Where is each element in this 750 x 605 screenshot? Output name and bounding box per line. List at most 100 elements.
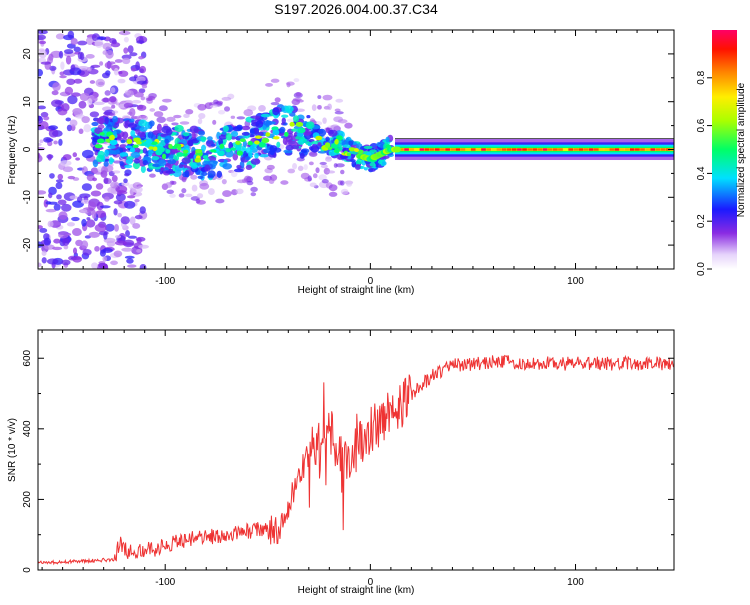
heatmap-cell [80, 199, 91, 204]
heatmap-cell [276, 141, 281, 148]
heatmap-cell [131, 99, 142, 104]
heatmap-cell [116, 191, 122, 196]
heatmap-cell [123, 178, 128, 184]
heatmap-cell [279, 126, 286, 134]
heatmap-cell [111, 110, 119, 114]
heatmap-cell [119, 152, 129, 157]
heatmap-cell [124, 123, 130, 129]
heatmap-cell [113, 160, 122, 164]
heatmap-cell [258, 141, 266, 148]
heatmap-cell [317, 95, 322, 100]
heatmap-cell [78, 100, 87, 109]
heatmap-cell [315, 167, 320, 174]
heatmap-cell [177, 145, 182, 151]
heatmap-cell [404, 148, 409, 151]
heatmap-cell [319, 161, 327, 166]
heatmap-cell [209, 104, 218, 108]
heatmap-cell [259, 153, 270, 158]
snr-ytick-label: 600 [22, 349, 33, 366]
heatmap-cell [311, 143, 318, 150]
heatmap-cell [132, 223, 141, 229]
heatmap-cell [69, 195, 78, 200]
heatmap-cell [470, 148, 476, 151]
heatmap-cell [39, 40, 47, 45]
heatmap-cell [83, 124, 92, 133]
heatmap-cell [43, 237, 52, 246]
heatmap-cell [450, 148, 456, 151]
heatmap-cell [109, 112, 116, 117]
heatmap-cell [98, 36, 107, 41]
heatmap-cell [86, 217, 91, 221]
heatmap-cell [269, 147, 276, 156]
heatmap-cell [65, 117, 72, 122]
heatmap-cell [166, 116, 176, 122]
heatmap-cell [38, 190, 47, 195]
heatmap-cell [158, 159, 167, 167]
heatmap-frame [37, 29, 675, 270]
heatmap-cell [95, 183, 104, 190]
heatmap-cell [61, 203, 72, 212]
heatmap-cell [197, 118, 203, 125]
heatmap-cell [61, 103, 70, 112]
heatmap-cell [501, 148, 507, 151]
heatmap-cell [126, 138, 133, 145]
heatmap-cell [106, 240, 116, 247]
heatmap-cell [89, 111, 100, 118]
heatmap-cell [270, 78, 280, 83]
heatmap-cell [110, 42, 121, 48]
heatmap-cell [221, 179, 227, 185]
heatmap-cell [94, 39, 104, 48]
heatmap-cell [107, 145, 116, 149]
heatmap-cell [568, 148, 574, 151]
heatmap-cell [94, 127, 103, 135]
heatmap-cell [79, 92, 90, 102]
heatmap-cell [330, 124, 340, 130]
heatmap-cell [57, 173, 64, 180]
heatmap-cell [309, 182, 317, 188]
heatmap-cell [434, 148, 440, 151]
heatmap-cell [266, 164, 275, 170]
heatmap-cell [381, 161, 387, 166]
heatmap-cell [123, 36, 129, 43]
heatmap-cell [288, 140, 298, 146]
heatmap-cell [272, 129, 280, 136]
heatmap-cell [79, 193, 91, 199]
heatmap-cell [455, 148, 461, 151]
heatmap-cell [75, 157, 81, 161]
heatmap-cell [173, 155, 180, 161]
heatmap-cell [182, 149, 189, 154]
heatmap-cell [123, 47, 129, 54]
heatmap-cell [125, 145, 133, 149]
heatmap-cell [233, 168, 244, 173]
heatmap-cell [59, 75, 67, 79]
heatmap-cell [573, 148, 579, 151]
heatmap-cell [41, 257, 47, 264]
heatmap-cell [135, 76, 146, 83]
heatmap-cell [166, 189, 175, 195]
heatmap-cell [62, 238, 70, 246]
heatmap-cell [58, 138, 63, 146]
heatmap-cell [69, 119, 78, 127]
heatmap-cell [281, 117, 286, 124]
heatmap-cell [181, 157, 191, 164]
heatmap-cell [129, 187, 134, 196]
heatmap-cell [419, 148, 425, 151]
heatmap-cell [119, 144, 127, 149]
heatmap-cell [72, 255, 83, 263]
heatmap-cell [599, 148, 604, 151]
heatmap-cell [158, 105, 168, 112]
heatmap-cell [344, 122, 353, 129]
heatmap-cell [129, 52, 138, 57]
heatmap-cell [265, 119, 270, 128]
heatmap-cell [217, 150, 225, 157]
heatmap-cell [301, 149, 308, 153]
heatmap-cell [139, 206, 146, 214]
heatmap-y-label: Frequency (Hz) [7, 116, 18, 185]
heatmap-cell [102, 42, 112, 51]
heatmap-cell [506, 148, 512, 151]
heatmap-cell [85, 54, 95, 59]
heatmap-cell [59, 160, 72, 167]
heatmap-cell [178, 164, 184, 168]
heatmap-cell [47, 154, 52, 161]
heatmap-cell [81, 116, 90, 124]
